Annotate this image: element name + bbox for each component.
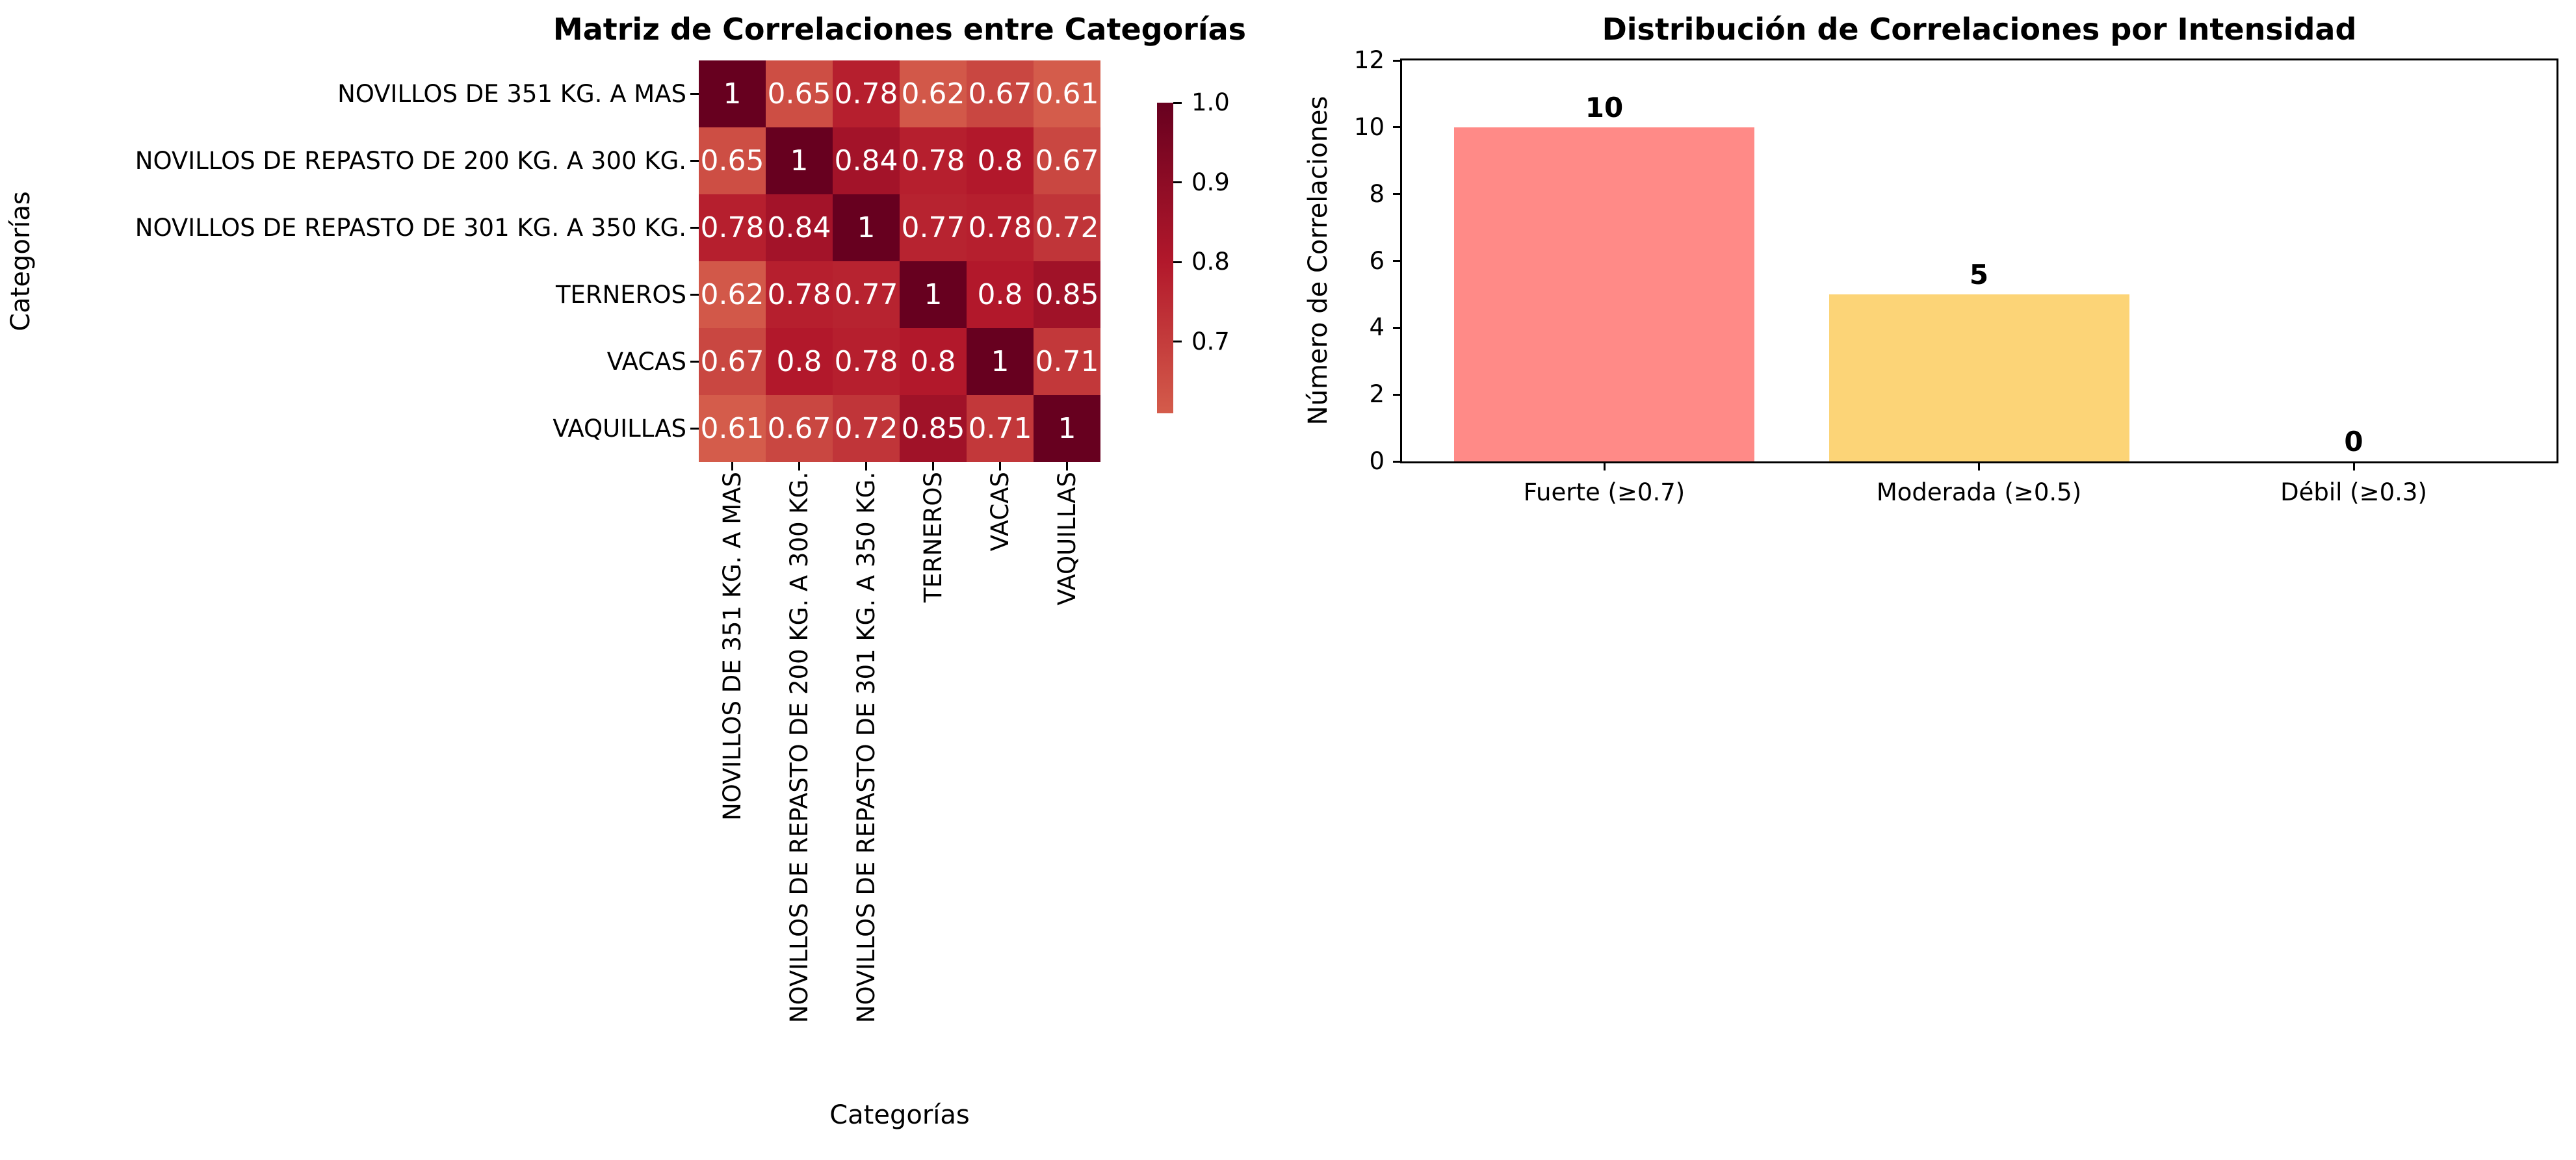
- colorbar-gradient: [1157, 103, 1173, 413]
- heatmap-cell-r0-c5: 0.61: [1034, 60, 1100, 127]
- colorbar-tick-label-3: 0.7: [1191, 327, 1230, 355]
- barchart-y-tick-mark: [1393, 260, 1402, 262]
- barchart-y-tick-mark: [1393, 126, 1402, 129]
- heatmap-y-tick-mark: [690, 227, 699, 229]
- heatmap-cell-r2-c4: 0.78: [967, 194, 1034, 261]
- heatmap-cell-r3-c5: 0.85: [1034, 261, 1100, 328]
- heatmap-x-tick-mark: [731, 462, 733, 470]
- heatmap-x-tick-mark: [999, 462, 1001, 470]
- heatmap-x-tick-mark: [1066, 462, 1068, 470]
- heatmap-cell-r0-c1: 0.65: [766, 60, 833, 127]
- barchart-y-tick-label-0: 0: [1369, 447, 1385, 475]
- heatmap-row-label-3: TERNEROS: [555, 280, 686, 309]
- heatmap-column-label-4: VACAS: [985, 472, 1014, 552]
- colorbar-tick-mark: [1173, 341, 1182, 343]
- barchart-y-tick-label-4: 8: [1369, 179, 1385, 208]
- barchart-x-tick-label-1: Moderada (≥0.5): [1876, 478, 2082, 506]
- heatmap-cell-r3-c4: 0.8: [967, 261, 1034, 328]
- heatmap-y-tick-mark: [690, 428, 699, 430]
- heatmap-cell-r2-c0: 0.78: [699, 194, 766, 261]
- heatmap-cell-r4-c3: 0.8: [900, 328, 967, 395]
- colorbar-tick-mark: [1173, 261, 1182, 263]
- heatmap-x-axis-label: Categorías: [829, 1100, 970, 1130]
- heatmap-title: Matriz de Correlaciones entre Categorías: [553, 12, 1247, 47]
- heatmap-cell-r5-c0: 0.61: [699, 395, 766, 462]
- heatmap-cell-r2-c2: 1: [833, 194, 900, 261]
- heatmap-y-tick-mark: [690, 361, 699, 363]
- heatmap-cell-r3-c1: 0.78: [766, 261, 833, 328]
- bar-0: [1454, 127, 1754, 461]
- heatmap-cell-r4-c2: 0.78: [833, 328, 900, 395]
- heatmap-column-label-5: VAQUILLAS: [1052, 472, 1081, 606]
- heatmap-cell-r2-c5: 0.72: [1034, 194, 1100, 261]
- heatmap-row-label-0: NOVILLOS DE 351 KG. A MAS: [337, 79, 686, 108]
- barchart-y-tick-label-3: 6: [1369, 246, 1385, 275]
- heatmap-x-tick-mark: [865, 462, 867, 470]
- heatmap-cell-r4-c4: 1: [967, 328, 1034, 395]
- barchart-y-tick-mark: [1393, 326, 1402, 329]
- barchart-x-tick-mark: [1603, 461, 1606, 470]
- heatmap-cell-r5-c1: 0.67: [766, 395, 833, 462]
- barchart-y-tick-mark: [1393, 193, 1402, 196]
- heatmap-column-label-0: NOVILLOS DE 351 KG. A MAS: [718, 472, 746, 821]
- heatmap-cell-r1-c2: 0.84: [833, 127, 900, 194]
- colorbar-tick-label-2: 0.8: [1191, 248, 1230, 276]
- heatmap-cell-r5-c3: 0.85: [900, 395, 967, 462]
- barchart-y-tick-label-6: 12: [1353, 46, 1385, 74]
- heatmap-y-tick-mark: [690, 93, 699, 95]
- heatmap-cell-r0-c0: 1: [699, 60, 766, 127]
- barchart-y-tick-mark: [1393, 393, 1402, 396]
- bar-value-label-1: 5: [1969, 258, 1989, 290]
- heatmap-column-label-1: NOVILLOS DE REPASTO DE 200 KG. A 300 KG.: [785, 472, 813, 1024]
- heatmap-cell-r1-c3: 0.78: [900, 127, 967, 194]
- heatmap-row-label-5: VAQUILLAS: [553, 414, 686, 443]
- barchart-title: Distribución de Correlaciones por Intens…: [1602, 12, 2357, 47]
- colorbar-tick-label-0: 1.0: [1191, 88, 1230, 116]
- heatmap-cell-r1-c5: 0.67: [1034, 127, 1100, 194]
- heatmap-row-label-4: VACAS: [606, 347, 686, 376]
- heatmap-cell-r2-c1: 0.84: [766, 194, 833, 261]
- heatmap-row-label-2: NOVILLOS DE REPASTO DE 301 KG. A 350 KG.: [135, 213, 686, 242]
- barchart-y-tick-label-5: 10: [1353, 112, 1385, 141]
- colorbar-tick-label-1: 0.9: [1191, 168, 1230, 196]
- barchart-x-tick-label-2: Débil (≥0.3): [2280, 478, 2427, 506]
- bar-value-label-0: 10: [1585, 91, 1624, 123]
- heatmap-cell-r4-c1: 0.8: [766, 328, 833, 395]
- heatmap-cell-r0-c3: 0.62: [900, 60, 967, 127]
- bar-value-label-2: 0: [2344, 426, 2363, 458]
- heatmap-cell-r4-c5: 0.71: [1034, 328, 1100, 395]
- heatmap-cell-r0-c4: 0.67: [967, 60, 1034, 127]
- bar-1: [1828, 294, 2129, 461]
- heatmap-cell-r0-c2: 0.78: [833, 60, 900, 127]
- heatmap-y-axis-label: Categorías: [6, 191, 36, 331]
- heatmap-column-label-3: TERNEROS: [918, 472, 947, 603]
- heatmap-cell-r3-c0: 0.62: [699, 261, 766, 328]
- heatmap-cell-r5-c2: 0.72: [833, 395, 900, 462]
- heatmap-cell-r5-c5: 1: [1034, 395, 1100, 462]
- heatmap-cell-r1-c0: 0.65: [699, 127, 766, 194]
- barchart-y-tick-mark: [1393, 59, 1402, 62]
- heatmap-column-label-2: NOVILLOS DE REPASTO DE 301 KG. A 350 KG.: [852, 472, 880, 1024]
- barchart-y-tick-label-2: 4: [1369, 313, 1385, 342]
- heatmap-cell-r3-c2: 0.77: [833, 261, 900, 328]
- heatmap-cell-r1-c4: 0.8: [967, 127, 1034, 194]
- barchart-x-tick-mark: [2352, 461, 2355, 470]
- heatmap-cell-r4-c0: 0.67: [699, 328, 766, 395]
- barchart-x-tick-label-0: Fuerte (≥0.7): [1523, 478, 1685, 506]
- colorbar-tick-mark: [1173, 181, 1182, 184]
- heatmap-cell-r5-c4: 0.71: [967, 395, 1034, 462]
- heatmap-x-tick-mark: [798, 462, 800, 470]
- heatmap-cell-r3-c3: 1: [900, 261, 967, 328]
- colorbar-tick-mark: [1173, 101, 1182, 104]
- heatmap-cell-r1-c1: 1: [766, 127, 833, 194]
- barchart-x-tick-mark: [1978, 461, 1980, 470]
- barchart-y-tick-mark: [1393, 460, 1402, 463]
- heatmap-x-tick-mark: [932, 462, 934, 470]
- heatmap-cell-r2-c3: 0.77: [900, 194, 967, 261]
- heatmap-y-tick-mark: [690, 160, 699, 162]
- heatmap-row-label-1: NOVILLOS DE REPASTO DE 200 KG. A 300 KG.: [135, 146, 686, 175]
- barchart-y-tick-label-1: 2: [1369, 380, 1385, 409]
- heatmap-y-tick-mark: [690, 294, 699, 296]
